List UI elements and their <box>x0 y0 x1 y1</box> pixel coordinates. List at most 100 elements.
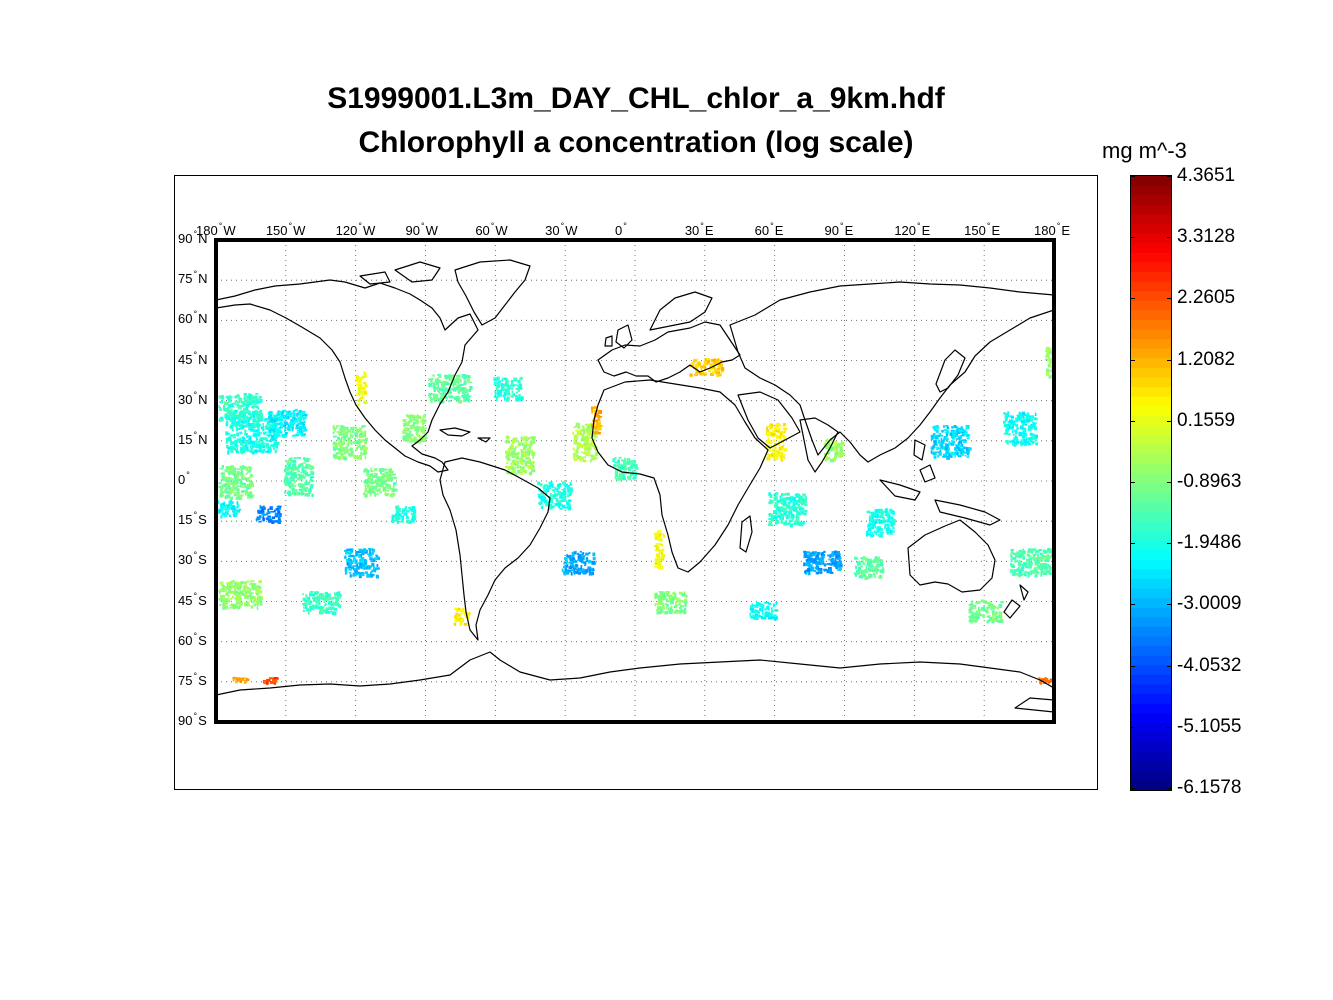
chlorophyll-patch <box>590 406 603 435</box>
chlorophyll-patch <box>355 371 368 407</box>
coast-africa <box>591 379 769 573</box>
chlorophyll-patch <box>267 408 308 439</box>
latitude-label: 15°N <box>178 429 208 447</box>
colorbar-band <box>1131 271 1171 283</box>
chlorophyll-patch <box>283 457 315 498</box>
latitude-label: 75°N <box>178 269 208 287</box>
colorbar-band <box>1131 655 1171 666</box>
colorbar-band <box>1131 329 1171 340</box>
colorbar-tick <box>1130 298 1135 300</box>
colorbar-tick <box>1130 788 1135 789</box>
longitude-label: 30°W <box>545 221 578 238</box>
colorbar-tick <box>1167 420 1172 422</box>
colorbar-band <box>1131 626 1171 638</box>
chlorophyll-patch <box>930 425 972 460</box>
chlorophyll-patch <box>504 435 536 476</box>
chlorophyll-patch <box>255 505 282 524</box>
colorbar-band <box>1131 396 1171 407</box>
chlorophyll-patch <box>537 481 573 511</box>
colorbar-tick <box>1130 420 1135 422</box>
colorbar-tick <box>1167 543 1172 545</box>
colorbar-tick <box>1130 237 1135 239</box>
colorbar-band <box>1131 492 1171 503</box>
colorbar-band <box>1131 377 1171 388</box>
colorbar-band <box>1131 569 1171 580</box>
plot-subtitle: Chlorophyll a concentration (log scale) <box>358 126 914 159</box>
chlorophyll-patch <box>612 456 639 481</box>
colorbar-band <box>1131 415 1171 427</box>
coast-madagascar <box>739 515 753 553</box>
colorbar-tick <box>1130 543 1135 545</box>
colorbar-band <box>1131 281 1171 292</box>
chlorophyll-patch <box>216 500 242 519</box>
longitude-label: 30°E <box>684 221 714 238</box>
longitude-label: 60°W <box>475 221 508 238</box>
colorbar-band <box>1131 233 1171 244</box>
colorbar-tick-label: -3.0009 <box>1177 593 1242 615</box>
coast-new-zealand <box>1003 584 1029 619</box>
colorbar-band <box>1131 176 1171 187</box>
coast-north-america <box>216 279 479 473</box>
colorbar-band <box>1131 435 1171 446</box>
colorbar-band <box>1131 713 1171 724</box>
colorbar <box>1130 175 1172 791</box>
colorbar-band <box>1131 559 1171 570</box>
chlorophyll-patch <box>1009 547 1054 578</box>
colorbar-band <box>1131 578 1171 590</box>
chlorophyll-patch <box>262 677 279 685</box>
colorbar-band <box>1131 550 1171 561</box>
colorbar-band <box>1131 636 1171 647</box>
coast-greenland <box>454 259 531 326</box>
colorbar-band <box>1131 703 1171 714</box>
chlorophyll-patch <box>968 599 1004 624</box>
colorbar-band <box>1131 751 1171 762</box>
longitude-label: 120°W <box>335 221 376 238</box>
colorbar-band <box>1131 425 1171 436</box>
colorbar-gradient <box>1131 176 1171 791</box>
colorbar-band <box>1131 348 1171 359</box>
colorbar-band <box>1131 646 1171 657</box>
coast-south-america <box>439 457 551 641</box>
colorbar-band <box>1131 694 1171 705</box>
colorbar-band <box>1131 607 1171 618</box>
colorbar-band <box>1131 319 1171 331</box>
coast-europe <box>597 321 741 383</box>
colorbar-tick-label: -1.9486 <box>1177 532 1242 554</box>
colorbar-tick-label: -5.1055 <box>1177 715 1242 737</box>
chlorophyll-patch <box>302 591 342 616</box>
latitude-label: 60°S <box>178 630 207 648</box>
colorbar-tick-label: -6.1578 <box>1177 777 1242 798</box>
colorbar-unit-label: mg m^-3 <box>1102 138 1187 163</box>
chlorophyll-patch <box>561 550 596 576</box>
coast-antarctica <box>216 651 1054 713</box>
longitude-label: 150°E <box>964 221 1001 238</box>
chlorophyll-patch <box>803 550 843 576</box>
colorbar-tick <box>1167 482 1172 483</box>
longitude-label: 90°W <box>405 221 438 238</box>
colorbar-tick-label: 1.2082 <box>1177 348 1236 370</box>
colorbar-tick <box>1167 604 1172 606</box>
chlorophyll-patch <box>428 374 473 404</box>
colorbar-band <box>1131 463 1171 474</box>
chlorophyll-patch <box>572 422 599 463</box>
longitude-label: 180°W <box>196 221 236 238</box>
coast-arabia <box>737 391 801 449</box>
chlorophyll-patch <box>218 393 263 423</box>
longitude-label: 0° <box>615 221 627 238</box>
colorbar-tick <box>1167 788 1172 789</box>
colorbar-band <box>1131 511 1171 522</box>
colorbar-band <box>1131 300 1171 311</box>
colorbar-tick <box>1130 604 1135 606</box>
colorbar-tick <box>1167 665 1172 667</box>
chlorophyll-patch <box>765 422 788 462</box>
colorbar-band <box>1131 358 1171 369</box>
chlorophyll-patch <box>853 556 885 580</box>
latitude-label: 75°S <box>178 670 207 688</box>
colorbar-band <box>1131 483 1171 494</box>
chlorophyll-patch <box>823 438 845 463</box>
longitude-label: 60°E <box>754 221 784 238</box>
colorbar-band <box>1131 214 1171 225</box>
coast-japan <box>935 349 966 393</box>
colorbar-band <box>1131 406 1171 417</box>
